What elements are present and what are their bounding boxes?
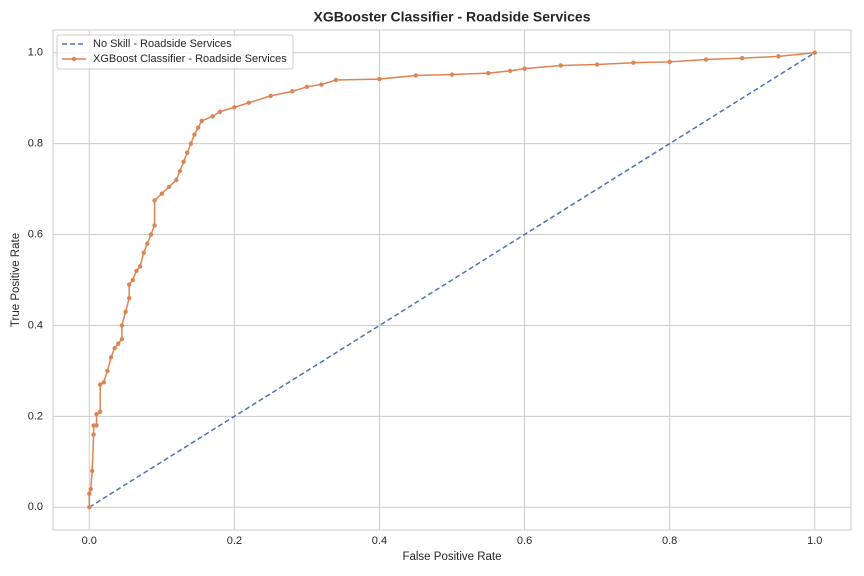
x-tick-label: 0.4 — [372, 535, 387, 547]
data-point — [174, 177, 179, 183]
data-point — [192, 132, 197, 137]
series-line — [88, 52, 816, 508]
data-point — [199, 118, 204, 124]
data-point — [232, 105, 237, 110]
data-point — [195, 125, 201, 130]
y-tick-label: 0.0 — [28, 501, 43, 513]
data-point — [812, 50, 817, 55]
data-point — [377, 76, 382, 82]
data-point — [97, 382, 103, 387]
data-point — [152, 223, 157, 228]
chart-title: XGBooster Classifier - Roadside Services — [314, 9, 591, 25]
data-point — [141, 250, 146, 255]
y-axis-label: True Positive Rate — [10, 233, 22, 327]
data-point — [290, 89, 295, 94]
data-point — [97, 409, 103, 415]
data-point — [166, 184, 172, 190]
legend: No Skill - Roadside Services XGBoost Clas… — [56, 34, 294, 70]
plot-frame — [52, 29, 852, 531]
y-tick-label: 0.4 — [28, 319, 43, 331]
data-point — [703, 57, 709, 62]
legend-label: XGBoost Classifier - Roadside Services — [93, 53, 287, 65]
legend-marker — [71, 56, 77, 62]
data-point — [246, 100, 252, 105]
data-point — [558, 63, 564, 68]
data-point — [126, 295, 132, 301]
data-point — [94, 423, 99, 428]
data-point — [101, 380, 106, 385]
x-axis-label: False Positive Rate — [402, 551, 501, 563]
data-point — [105, 368, 110, 374]
x-tick-label: 0.8 — [662, 535, 677, 547]
data-point — [88, 486, 93, 492]
y-tick-label: 0.8 — [28, 138, 43, 150]
data-point — [137, 264, 143, 269]
data-point — [159, 191, 165, 196]
data-point — [112, 345, 117, 351]
data-point — [188, 141, 194, 146]
x-tick-label: 1.0 — [807, 535, 822, 547]
y-tick-label: 0.2 — [28, 410, 43, 422]
data-point — [217, 109, 223, 115]
x-tick-label: 0.0 — [82, 535, 97, 547]
data-point — [486, 70, 491, 76]
data-point — [776, 54, 781, 59]
legend-box — [56, 34, 294, 70]
data-point — [87, 491, 92, 496]
data-point — [91, 432, 96, 437]
data-point — [134, 268, 139, 274]
data-point — [148, 232, 154, 237]
x-tick-label: 0.6 — [517, 535, 532, 547]
data-point — [130, 277, 135, 283]
data-point — [594, 62, 600, 67]
data-point — [123, 309, 128, 315]
data-point — [333, 77, 339, 83]
data-point — [126, 282, 132, 287]
data-point — [89, 468, 95, 474]
data-point — [152, 198, 157, 203]
data-point — [94, 411, 99, 417]
data-point — [304, 84, 310, 90]
data-point — [119, 323, 125, 328]
y-tick-label: 1.0 — [28, 47, 43, 59]
data-point — [145, 241, 150, 246]
data-point — [631, 60, 636, 65]
data-point — [181, 159, 186, 165]
data-point — [449, 72, 455, 77]
data-point — [507, 68, 513, 74]
data-point — [185, 150, 190, 155]
data-point — [177, 168, 183, 174]
data-point — [268, 93, 273, 99]
data-point — [119, 336, 125, 342]
data-point — [116, 341, 121, 346]
y-tick-label: 0.6 — [28, 228, 43, 240]
data-point — [522, 66, 527, 71]
data-point — [319, 82, 324, 87]
data-point — [87, 505, 92, 510]
data-point — [108, 355, 114, 360]
data-point — [413, 73, 418, 78]
data-point — [210, 114, 215, 119]
data-point — [739, 55, 745, 61]
x-tick-label: 0.2 — [227, 535, 242, 547]
legend-label: No Skill - Roadside Services — [93, 38, 232, 50]
data-point — [667, 59, 672, 65]
